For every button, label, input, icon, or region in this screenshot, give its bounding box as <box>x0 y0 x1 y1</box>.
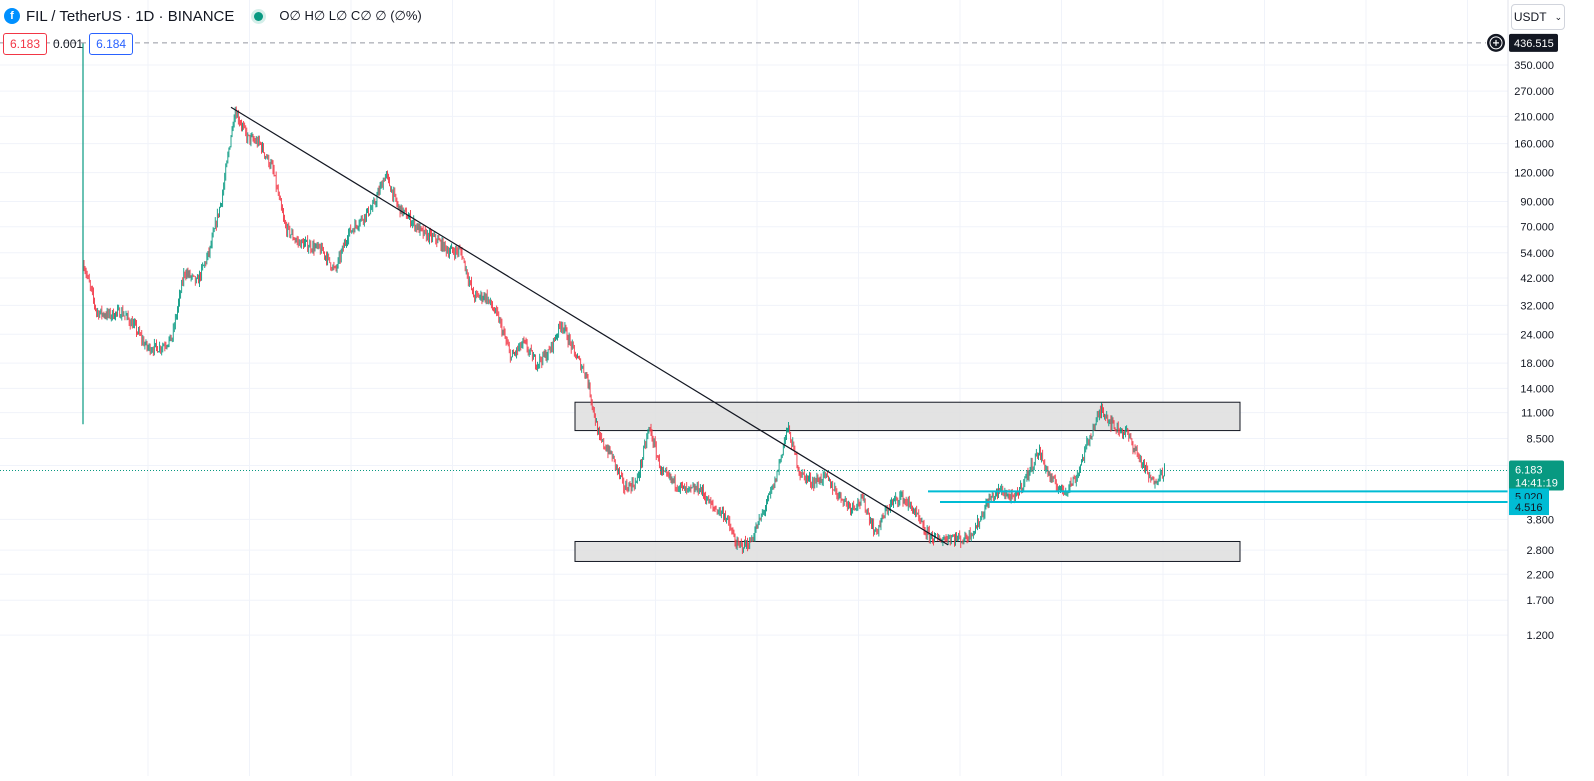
price-tick-label: 54.000 <box>1520 248 1554 260</box>
sell-price-button[interactable]: 6.183 <box>3 33 48 55</box>
price-tick-label: 11.000 <box>1521 408 1554 420</box>
price-tick-label: 1.200 <box>1526 630 1554 642</box>
zone-support <box>574 540 1241 562</box>
price-tick-label: 8.500 <box>1526 434 1554 446</box>
currency-label: USDT <box>1513 10 1547 24</box>
spread-value: 0.001 <box>53 37 84 51</box>
candles <box>82 42 1165 554</box>
price-tick-label: 3.800 <box>1526 514 1554 526</box>
price-tick-label: 350.000 <box>1514 60 1554 72</box>
market-status-icon[interactable] <box>254 11 264 21</box>
countdown-timer: 14:41:19 <box>1515 477 1558 489</box>
level-label-2: 4.516 <box>1509 499 1549 516</box>
price-tick-label: 120.000 <box>1514 168 1554 180</box>
price-tick-label: 160.000 <box>1514 139 1554 151</box>
crosshair-label: 436.515 <box>1509 33 1558 52</box>
price-tick-label: 42.000 <box>1520 273 1554 285</box>
quote-row: 6.183 0.001 6.184 <box>3 33 134 55</box>
price-tick-label: 2.800 <box>1526 545 1554 557</box>
price-tick-label: 90.000 <box>1520 196 1554 208</box>
price-tick-label: 270.000 <box>1514 86 1554 98</box>
price-tick-label: 70.000 <box>1520 222 1554 234</box>
grid-lines <box>0 0 1508 776</box>
crosshair-label-bg <box>1509 33 1558 52</box>
currency-selector[interactable]: USDT ⌄ <box>1511 4 1565 30</box>
plus-icon[interactable] <box>1487 33 1505 52</box>
ohlc-values: O∅ H∅ L∅ C∅ ∅ (∅%) <box>279 8 422 23</box>
price-tick-label: 14.000 <box>1520 383 1554 395</box>
buy-price-button[interactable]: 6.184 <box>89 33 134 55</box>
price-tick-label: 18.000 <box>1520 358 1554 370</box>
crosshair-price-label: 436.515 <box>1514 38 1554 50</box>
last-price-label-bg <box>1509 460 1564 491</box>
fil-logo-icon: f <box>4 8 20 24</box>
symbol-title[interactable]: FIL / TetherUS · 1D · BINANCE <box>26 7 235 25</box>
price-axis: 350.000 270.000 210.000 160.000 120.000 90.00… <box>1507 0 1594 776</box>
chevron-down-icon: ⌄ <box>1554 11 1563 22</box>
price-axis-bg <box>1508 0 1594 776</box>
price-tick-label: 210.000 <box>1514 111 1554 123</box>
level-label-value: 4.516 <box>1515 502 1543 514</box>
plus-icon-ring <box>1489 36 1503 50</box>
price-tick-label: 24.000 <box>1520 329 1554 341</box>
level-label-bg <box>1509 499 1549 516</box>
trendline <box>230 106 949 546</box>
price-tick-label: 2.200 <box>1526 569 1554 581</box>
price-tick-label: 1.700 <box>1526 595 1554 607</box>
last-price-value: 6.183 <box>1515 464 1543 476</box>
chart-header: f FIL / TetherUS · 1D · BINANCE O∅ H∅ L∅… <box>0 0 1500 32</box>
zone-resistance <box>574 401 1241 432</box>
price-tick-label: 32.000 <box>1520 300 1554 312</box>
